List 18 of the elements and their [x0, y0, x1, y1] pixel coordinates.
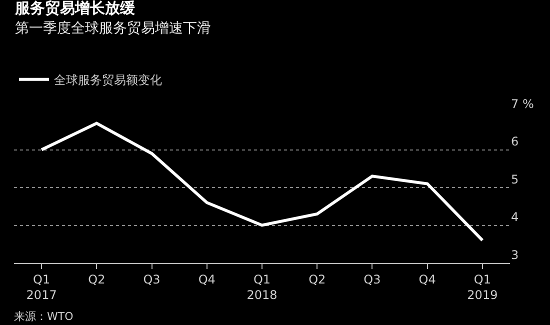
source-note: 来源：WTO: [14, 310, 74, 323]
y-tick-label: 4: [511, 210, 519, 224]
x-tick-label: Q3: [364, 272, 381, 286]
y-tick-label: 5: [511, 172, 519, 186]
x-tick-label: Q4: [418, 272, 436, 286]
y-tick-label: 7 %: [511, 96, 534, 111]
x-tick-label: Q4: [198, 272, 216, 286]
chart-subtitle: 第一季度全球服务贸易增速下滑: [14, 20, 211, 36]
y-tick-label: 6: [511, 134, 519, 149]
legend-label: 全球服务贸易额变化: [54, 73, 162, 88]
x-tick-label: Q3: [143, 272, 160, 286]
chart-title: 服务贸易增长放缓: [14, 0, 136, 17]
x-tick-label: Q2: [88, 272, 106, 286]
x-tick-label: Q2: [308, 272, 326, 286]
x-tick-label: Q1 2017: [26, 272, 57, 302]
x-tick-label: Q1 2018: [246, 272, 278, 302]
x-tick-label: Q1 2019: [467, 272, 498, 302]
y-tick-label: 3: [511, 248, 519, 262]
